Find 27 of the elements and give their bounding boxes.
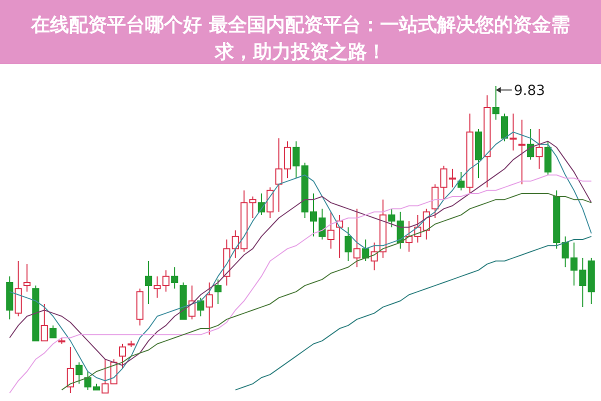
candlestick [118,343,126,369]
candlestick [197,297,204,317]
candlestick [292,140,300,179]
candlestick [23,264,31,292]
chart-title: 在线配资平台哪个好 最全国内配资平台：一站式解决您的资金需求，助力投资之路！ [30,14,570,63]
candlestick [518,119,526,185]
candlestick [266,186,274,219]
candlestick [66,346,74,394]
candlestick [327,211,334,250]
candlestick [40,303,48,342]
candlestick [171,266,178,290]
annotation: 9.83 [514,83,546,99]
candlestick [458,171,465,191]
candlestick [500,113,508,142]
candlestick [102,358,109,394]
candlestick [206,282,213,336]
candlestick [145,260,152,304]
candlestick [50,324,57,338]
candlestick [76,362,83,384]
candlestick [536,128,543,170]
candlestick [353,208,360,268]
candlestick [214,278,222,304]
candlestick [344,226,352,262]
candlestick [492,86,500,120]
candlestick [388,208,396,228]
candlestick [510,113,517,151]
candlestick [362,239,370,262]
